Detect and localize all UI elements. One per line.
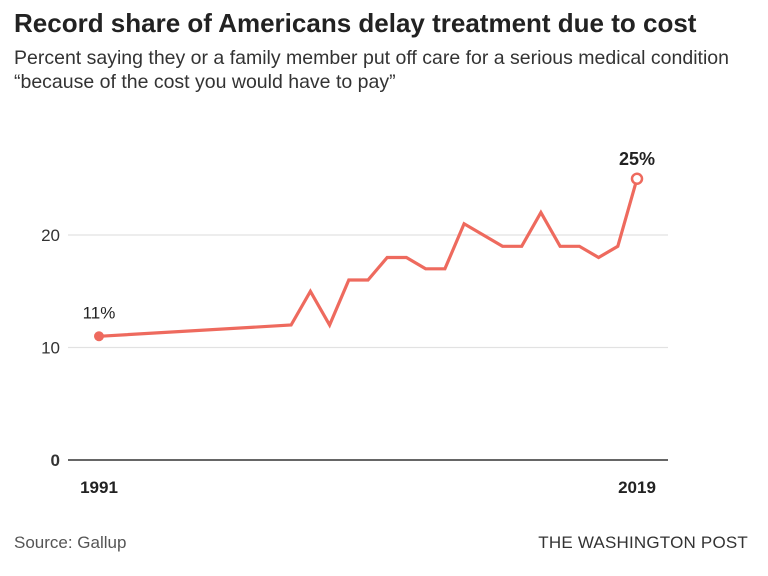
x-tick-label: 1991 [80, 478, 118, 497]
end-value-label: 25% [619, 149, 655, 169]
series-line-0 [97, 177, 639, 338]
line-chart: 0 10 20 1991 2019 11% 25% [41, 149, 668, 497]
start-value-label: 11% [83, 303, 116, 322]
chart-subtitle: Percent saying they or a family member p… [14, 47, 729, 93]
start-point-marker [94, 331, 104, 342]
gridlines [68, 234, 668, 349]
annotations: 11% 25% [83, 149, 655, 342]
end-point-marker [630, 172, 644, 185]
y-tick-label: 20 [41, 226, 60, 245]
publisher-credit: THE WASHINGTON POST [538, 533, 748, 552]
y-tick-label: 0 [51, 451, 60, 470]
chart-title: Record share of Americans delay treatmen… [14, 8, 697, 38]
y-tick-label: 10 [41, 339, 60, 358]
x-tick-label: 2019 [618, 478, 656, 497]
series [97, 177, 639, 338]
axes: 0 10 20 1991 2019 [41, 226, 668, 497]
source-note: Source: Gallup [14, 533, 127, 552]
